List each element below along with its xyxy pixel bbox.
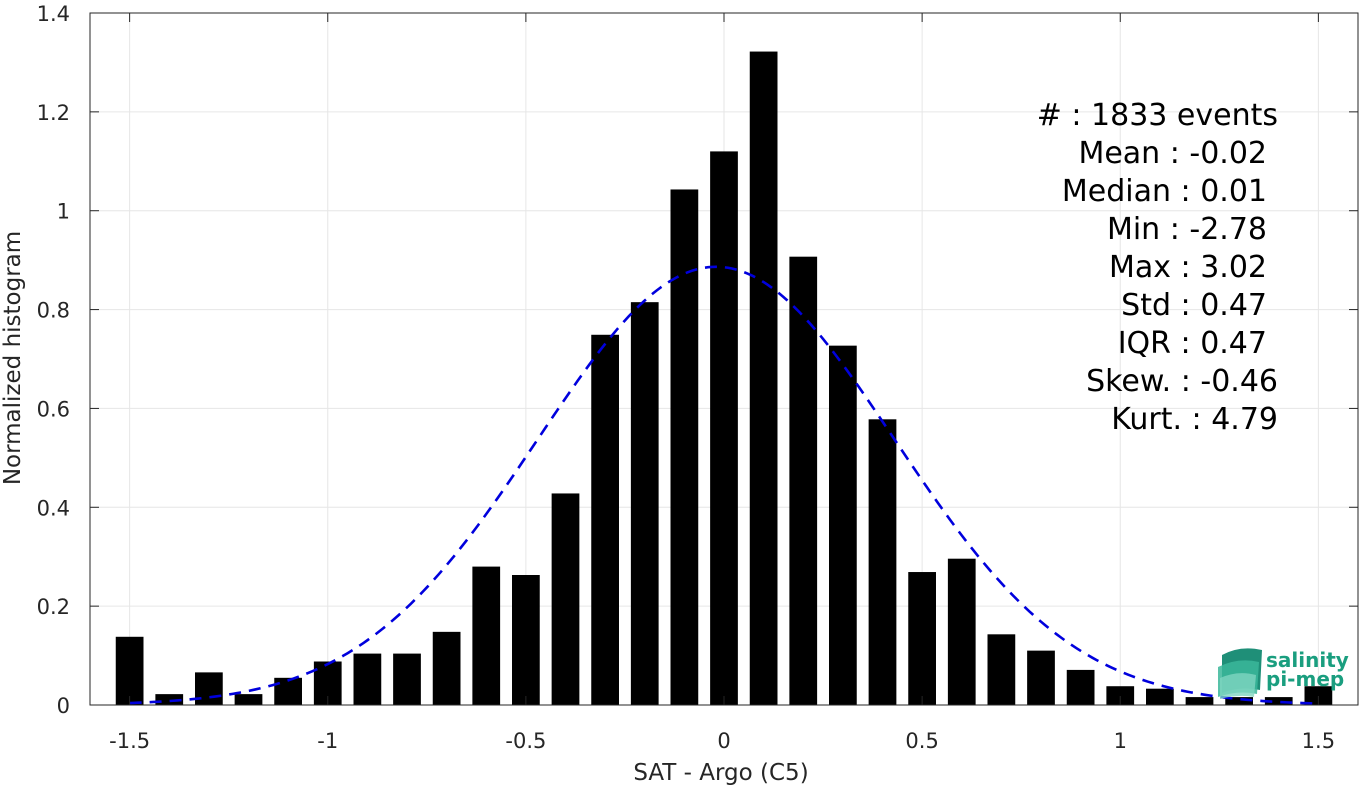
x-tick-label: 1 bbox=[1114, 729, 1127, 753]
histogram-bar bbox=[353, 653, 382, 705]
logo-emblem-icon bbox=[1218, 648, 1262, 699]
histogram-bar bbox=[1066, 669, 1095, 705]
histogram-bar bbox=[1264, 697, 1293, 705]
y-tick-label: 1 bbox=[57, 200, 70, 224]
x-tick-label: 1.5 bbox=[1302, 729, 1335, 753]
histogram-bar bbox=[829, 345, 857, 705]
histogram-bar bbox=[591, 334, 619, 705]
stat-std: Std : 0.47 bbox=[1121, 288, 1267, 323]
y-tick-labels: 0 0.2 0.4 0.6 0.8 1 1.2 1.4 bbox=[37, 2, 70, 718]
histogram-bar bbox=[1027, 650, 1055, 705]
histogram-bar bbox=[115, 636, 144, 705]
gaussian-fit-curve bbox=[129, 265, 1319, 705]
stats-annotation: # : 1833 events Mean : -0.02 Median : 0.… bbox=[1037, 98, 1278, 437]
y-tick-label: 0.2 bbox=[37, 595, 70, 619]
histogram-bar bbox=[1106, 686, 1135, 705]
stat-iqr: IQR : 0.47 bbox=[1118, 326, 1267, 361]
logo-text-salinity: salinity bbox=[1266, 648, 1349, 672]
histogram-bar bbox=[234, 694, 263, 705]
histogram-bar bbox=[630, 302, 659, 705]
x-tick-label: -1 bbox=[317, 729, 338, 753]
histogram-bar bbox=[512, 575, 540, 705]
histogram-bar bbox=[393, 653, 421, 705]
x-tick-label: -0.5 bbox=[505, 729, 546, 753]
x-tick-labels: -1.5 -1 -0.5 0 0.5 1 1.5 bbox=[109, 729, 1335, 753]
stat-skew: Skew. : -0.46 bbox=[1086, 364, 1278, 399]
x-tick-label: 0 bbox=[717, 729, 730, 753]
histogram-bar bbox=[908, 572, 936, 705]
y-tick-label: 1.4 bbox=[37, 2, 70, 26]
stat-mean: Mean : -0.02 bbox=[1078, 136, 1267, 171]
histogram-bar bbox=[472, 566, 501, 705]
histogram-bar bbox=[947, 558, 976, 705]
histogram-bar bbox=[789, 256, 818, 705]
bars bbox=[115, 51, 1333, 706]
histogram-bar bbox=[432, 631, 461, 705]
stat-events: # : 1833 events bbox=[1037, 98, 1278, 133]
y-tick-label: 0 bbox=[57, 694, 70, 718]
histogram-bar bbox=[1304, 686, 1333, 705]
x-axis-label: SAT - Argo (C5) bbox=[633, 760, 808, 786]
stat-max: Max : 3.02 bbox=[1109, 250, 1267, 285]
histogram-bar bbox=[987, 634, 1016, 705]
histogram-bar bbox=[551, 493, 580, 705]
histogram-bar bbox=[1185, 697, 1214, 705]
salinity-pi-mep-logo: salinity pi-mep bbox=[1218, 648, 1349, 699]
histogram-bar bbox=[749, 51, 778, 706]
y-tick-label: 0.8 bbox=[37, 299, 70, 323]
ticks bbox=[90, 12, 1358, 706]
y-tick-label: 0.6 bbox=[37, 397, 70, 421]
x-tick-label: -1.5 bbox=[109, 729, 150, 753]
x-tick-label: 0.5 bbox=[905, 729, 938, 753]
histogram-bar bbox=[195, 672, 223, 705]
y-axis-label: Normalized histogram bbox=[0, 231, 26, 485]
histogram-bar bbox=[155, 694, 184, 705]
y-tick-label: 1.2 bbox=[37, 101, 70, 125]
logo-text-pimep: pi-mep bbox=[1266, 667, 1344, 691]
stat-min: Min : -2.78 bbox=[1107, 212, 1267, 247]
histogram-bar bbox=[274, 677, 302, 705]
stat-kurt: Kurt. : 4.79 bbox=[1111, 402, 1278, 437]
histogram-bar bbox=[868, 419, 897, 705]
histogram-bar bbox=[670, 189, 699, 705]
y-tick-label: 0.4 bbox=[37, 496, 70, 520]
histogram-bar bbox=[1146, 688, 1174, 705]
histogram-bar bbox=[1225, 697, 1253, 705]
stat-median: Median : 0.01 bbox=[1062, 174, 1267, 209]
histogram-bar bbox=[710, 151, 738, 705]
